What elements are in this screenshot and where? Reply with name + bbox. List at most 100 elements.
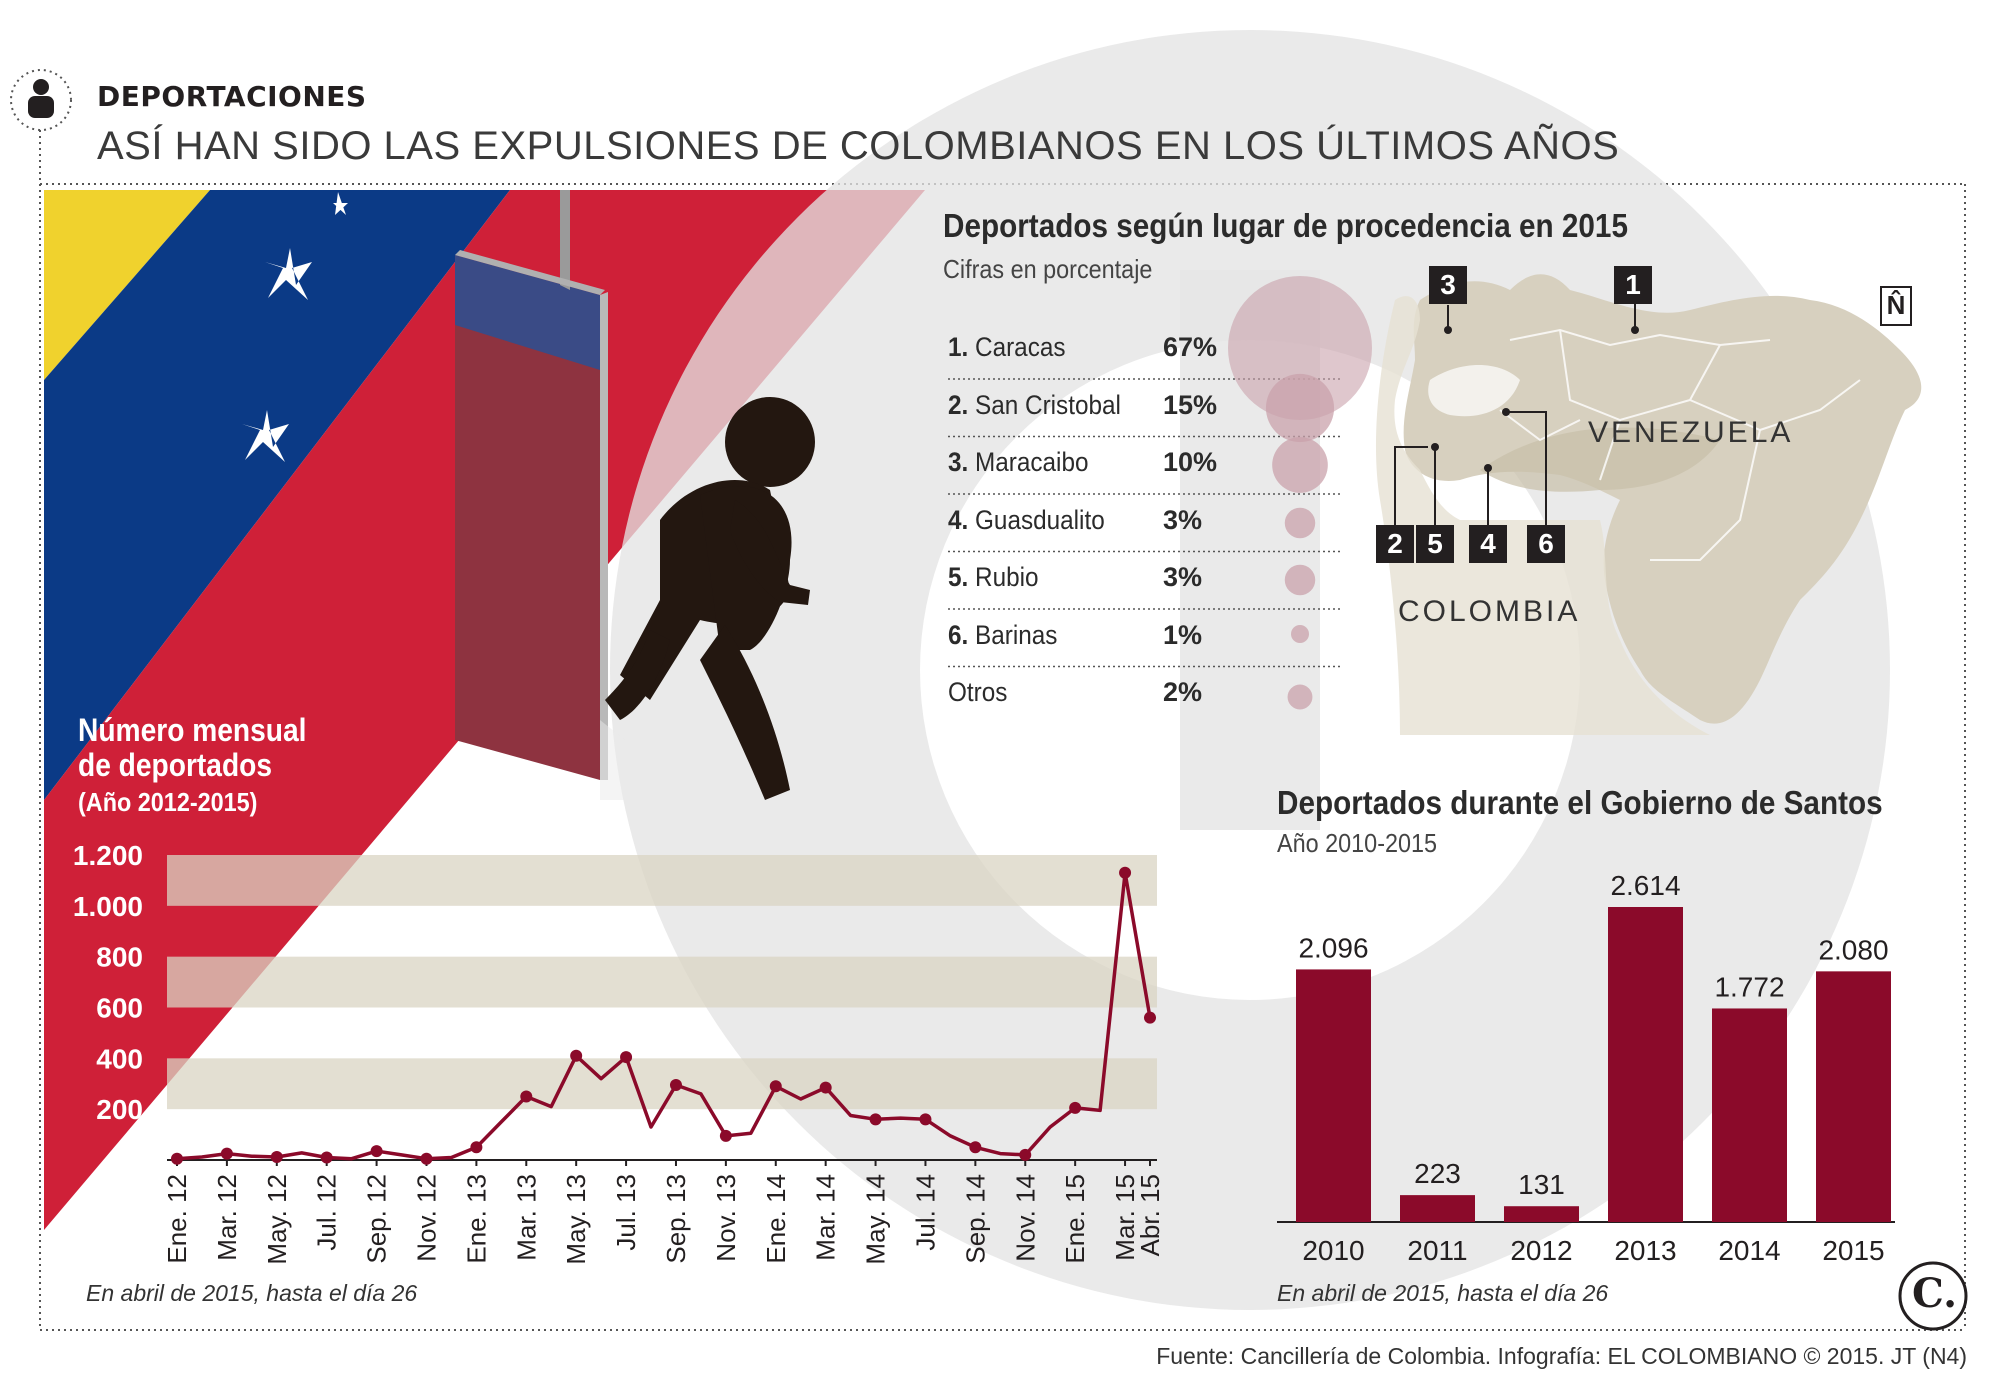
x-tick-label: Ene. 12 (162, 1174, 192, 1264)
origin-row-pct: 3% (1163, 562, 1203, 592)
x-tick-label: Nov. 14 (1010, 1174, 1040, 1262)
origin-row-label: 5. Rubio (948, 562, 1039, 593)
bar-value-label: 2.614 (1610, 870, 1680, 901)
origin-row-name: Barinas (975, 619, 1058, 650)
data-point (1019, 1148, 1032, 1161)
bar (1816, 971, 1891, 1222)
x-tick-label: Jul. 14 (910, 1174, 940, 1251)
map-badge-3: 3 (1429, 266, 1467, 304)
map-badge-2: 2 (1376, 525, 1414, 563)
x-tick-label: Sep. 14 (960, 1174, 990, 1264)
origin-row-pct: 67% (1163, 332, 1218, 362)
data-point (220, 1147, 233, 1160)
origin-row-number: 2. (948, 389, 976, 420)
x-tick-label: Nov. 12 (411, 1174, 441, 1262)
origin-row-number: 6. (948, 619, 976, 650)
data-point (570, 1049, 583, 1062)
gridline-band (167, 956, 1157, 1008)
person-figure (605, 397, 815, 800)
bar-value-label: 131 (1518, 1169, 1565, 1200)
origin-bubble (1284, 564, 1316, 596)
north-arrow-icon: N̂ (1880, 286, 1912, 326)
page-title: ASÍ HAN SIDO LAS EXPULSIONES DE COLOMBIA… (97, 124, 1620, 168)
origin-row-name: Rubio (975, 562, 1039, 592)
origin-row-pct: 3% (1163, 504, 1203, 535)
origin-bubble (1265, 373, 1335, 443)
venezuela-map (1375, 274, 1922, 735)
origin-row-name: Otros (948, 677, 1008, 707)
bar-value-label: 1.772 (1714, 971, 1784, 1002)
origin-row-number: 4. (948, 504, 976, 535)
data-point (919, 1113, 932, 1126)
data-point (171, 1152, 183, 1165)
data-point (270, 1150, 283, 1163)
origin-row-pct: 10% (1163, 447, 1218, 477)
bar (1400, 1195, 1475, 1222)
map-badge-6: 6 (1527, 525, 1565, 563)
map-badge-4: 4 (1469, 525, 1507, 563)
x-tick-label: 2012 (1510, 1235, 1572, 1266)
origin-row-name: Guasdualito (975, 504, 1105, 535)
line-chart-title-2: de deportados (78, 747, 273, 783)
y-tick-label: 1.000 (73, 891, 143, 922)
origin-row-name: San Cristobal (975, 389, 1121, 420)
origin-row-label: 6. Barinas (948, 620, 1057, 651)
origin-subtitle: Cifras en porcentaje (943, 254, 1153, 284)
x-tick-label: Nov. 13 (711, 1174, 741, 1262)
map-badge-1: 1 (1614, 266, 1652, 304)
brand-mark: C. (1912, 1270, 1958, 1317)
data-point (1119, 866, 1132, 879)
x-tick-label: Mar. 15 (1110, 1174, 1140, 1261)
origin-row-number: 1. (948, 332, 976, 362)
x-tick-label: 2011 (1407, 1235, 1467, 1266)
data-point (370, 1145, 383, 1158)
y-tick-label: 800 (96, 942, 143, 973)
data-point (520, 1090, 533, 1103)
bar-value-label: 223 (1414, 1158, 1461, 1189)
x-tick-label: Mar. 12 (212, 1174, 242, 1261)
x-tick-label: May. 14 (861, 1174, 891, 1265)
person-icon (10, 69, 72, 131)
origin-row-pct: 15% (1163, 389, 1218, 420)
map-badge-5: 5 (1416, 525, 1454, 563)
bar-chart-note: En abril de 2015, hasta el día 26 (1277, 1280, 1609, 1306)
x-tick-label: Mar. 14 (811, 1174, 841, 1261)
origin-row-number: 3. (948, 447, 976, 477)
x-tick-label: Sep. 13 (661, 1174, 691, 1264)
data-point (819, 1081, 832, 1094)
gridline-band (167, 855, 1157, 906)
origin-row-label: 4. Guasdualito (948, 505, 1105, 536)
bar (1712, 1008, 1787, 1222)
data-point (1144, 1011, 1156, 1024)
x-tick-label: Jul. 13 (611, 1174, 641, 1251)
x-tick-label: May. 13 (561, 1174, 591, 1265)
line-chart-subtitle: (Año 2012-2015) (78, 787, 258, 817)
gridline-band (167, 1058, 1157, 1110)
data-point (769, 1080, 782, 1093)
origin-bubble (1272, 437, 1328, 493)
x-tick-label: Ene. 14 (761, 1174, 791, 1264)
section-kicker: DEPORTACIONES (97, 80, 367, 113)
data-point (669, 1079, 682, 1092)
x-tick-label: Abr. 15 (1135, 1174, 1165, 1256)
bar (1296, 969, 1371, 1222)
map-label-venezuela: VENEZUELA (1588, 416, 1794, 449)
origin-bubble (1284, 507, 1316, 539)
data-point (969, 1141, 982, 1154)
origin-row-label: 2. San Cristobal (948, 390, 1121, 421)
x-tick-label: 2015 (1822, 1235, 1884, 1266)
brand-logo (1898, 1261, 1968, 1331)
series-line (176, 871, 1152, 1161)
data-point (620, 1051, 633, 1064)
y-tick-label: 400 (96, 1043, 143, 1074)
origin-bubble (1228, 276, 1372, 420)
y-tick-label: 200 (96, 1094, 143, 1125)
x-tick-label: Mar. 13 (511, 1174, 541, 1261)
x-tick-label: Sep. 12 (362, 1174, 392, 1264)
origin-row-name: Caracas (975, 332, 1066, 362)
origin-row-label: Otros (948, 677, 1007, 708)
origin-row-label: 3. Maracaibo (948, 447, 1088, 478)
x-tick-label: 2013 (1614, 1235, 1676, 1266)
